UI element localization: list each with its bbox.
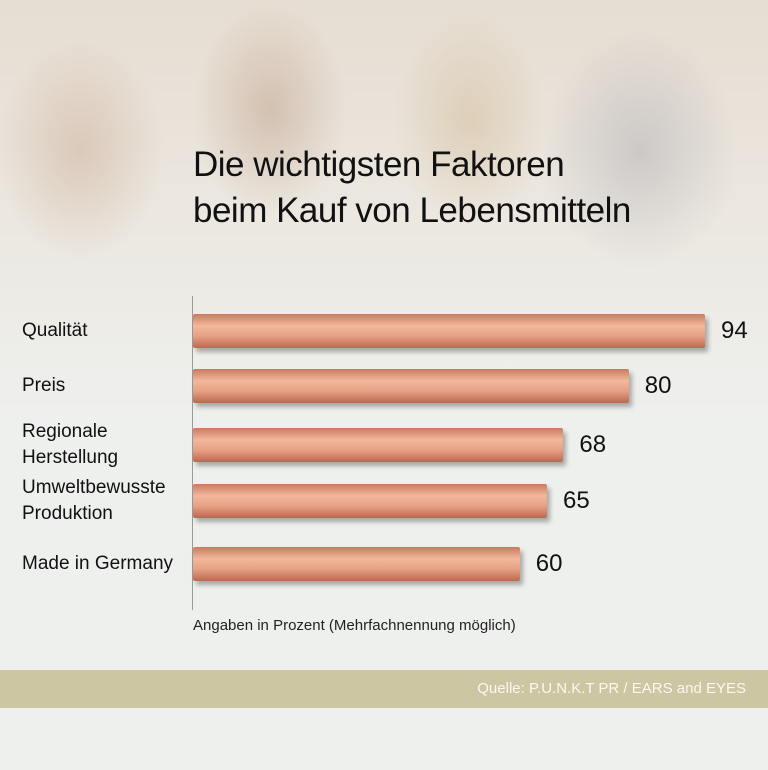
category-label: Made in Germany (22, 553, 174, 574)
category-label: Qualität (22, 320, 88, 341)
category-label: Preis (22, 375, 66, 396)
category-label: Regionale Herstellung (22, 421, 119, 468)
footer-band (0, 670, 768, 708)
value-label: 94 (721, 317, 748, 344)
value-label: 65 (563, 487, 590, 514)
category-label: Umweltbewusste Produktion (22, 477, 166, 524)
bar (193, 484, 548, 518)
bar (193, 428, 564, 462)
source: Quelle: P.U.N.K.T PR / EARS and EYES (477, 680, 746, 697)
bar (193, 314, 705, 348)
bar (193, 369, 629, 403)
note: Angaben in Prozent (Mehrfachnennung mögl… (193, 617, 516, 634)
bar (193, 547, 520, 581)
chart-title: Die wichtigsten Faktoren beim Kauf von L… (193, 145, 631, 230)
value-label: 68 (579, 431, 607, 458)
background-photo (0, 0, 768, 420)
value-label: 80 (644, 372, 672, 399)
value-label: 60 (535, 550, 563, 577)
axis-line (192, 296, 193, 610)
